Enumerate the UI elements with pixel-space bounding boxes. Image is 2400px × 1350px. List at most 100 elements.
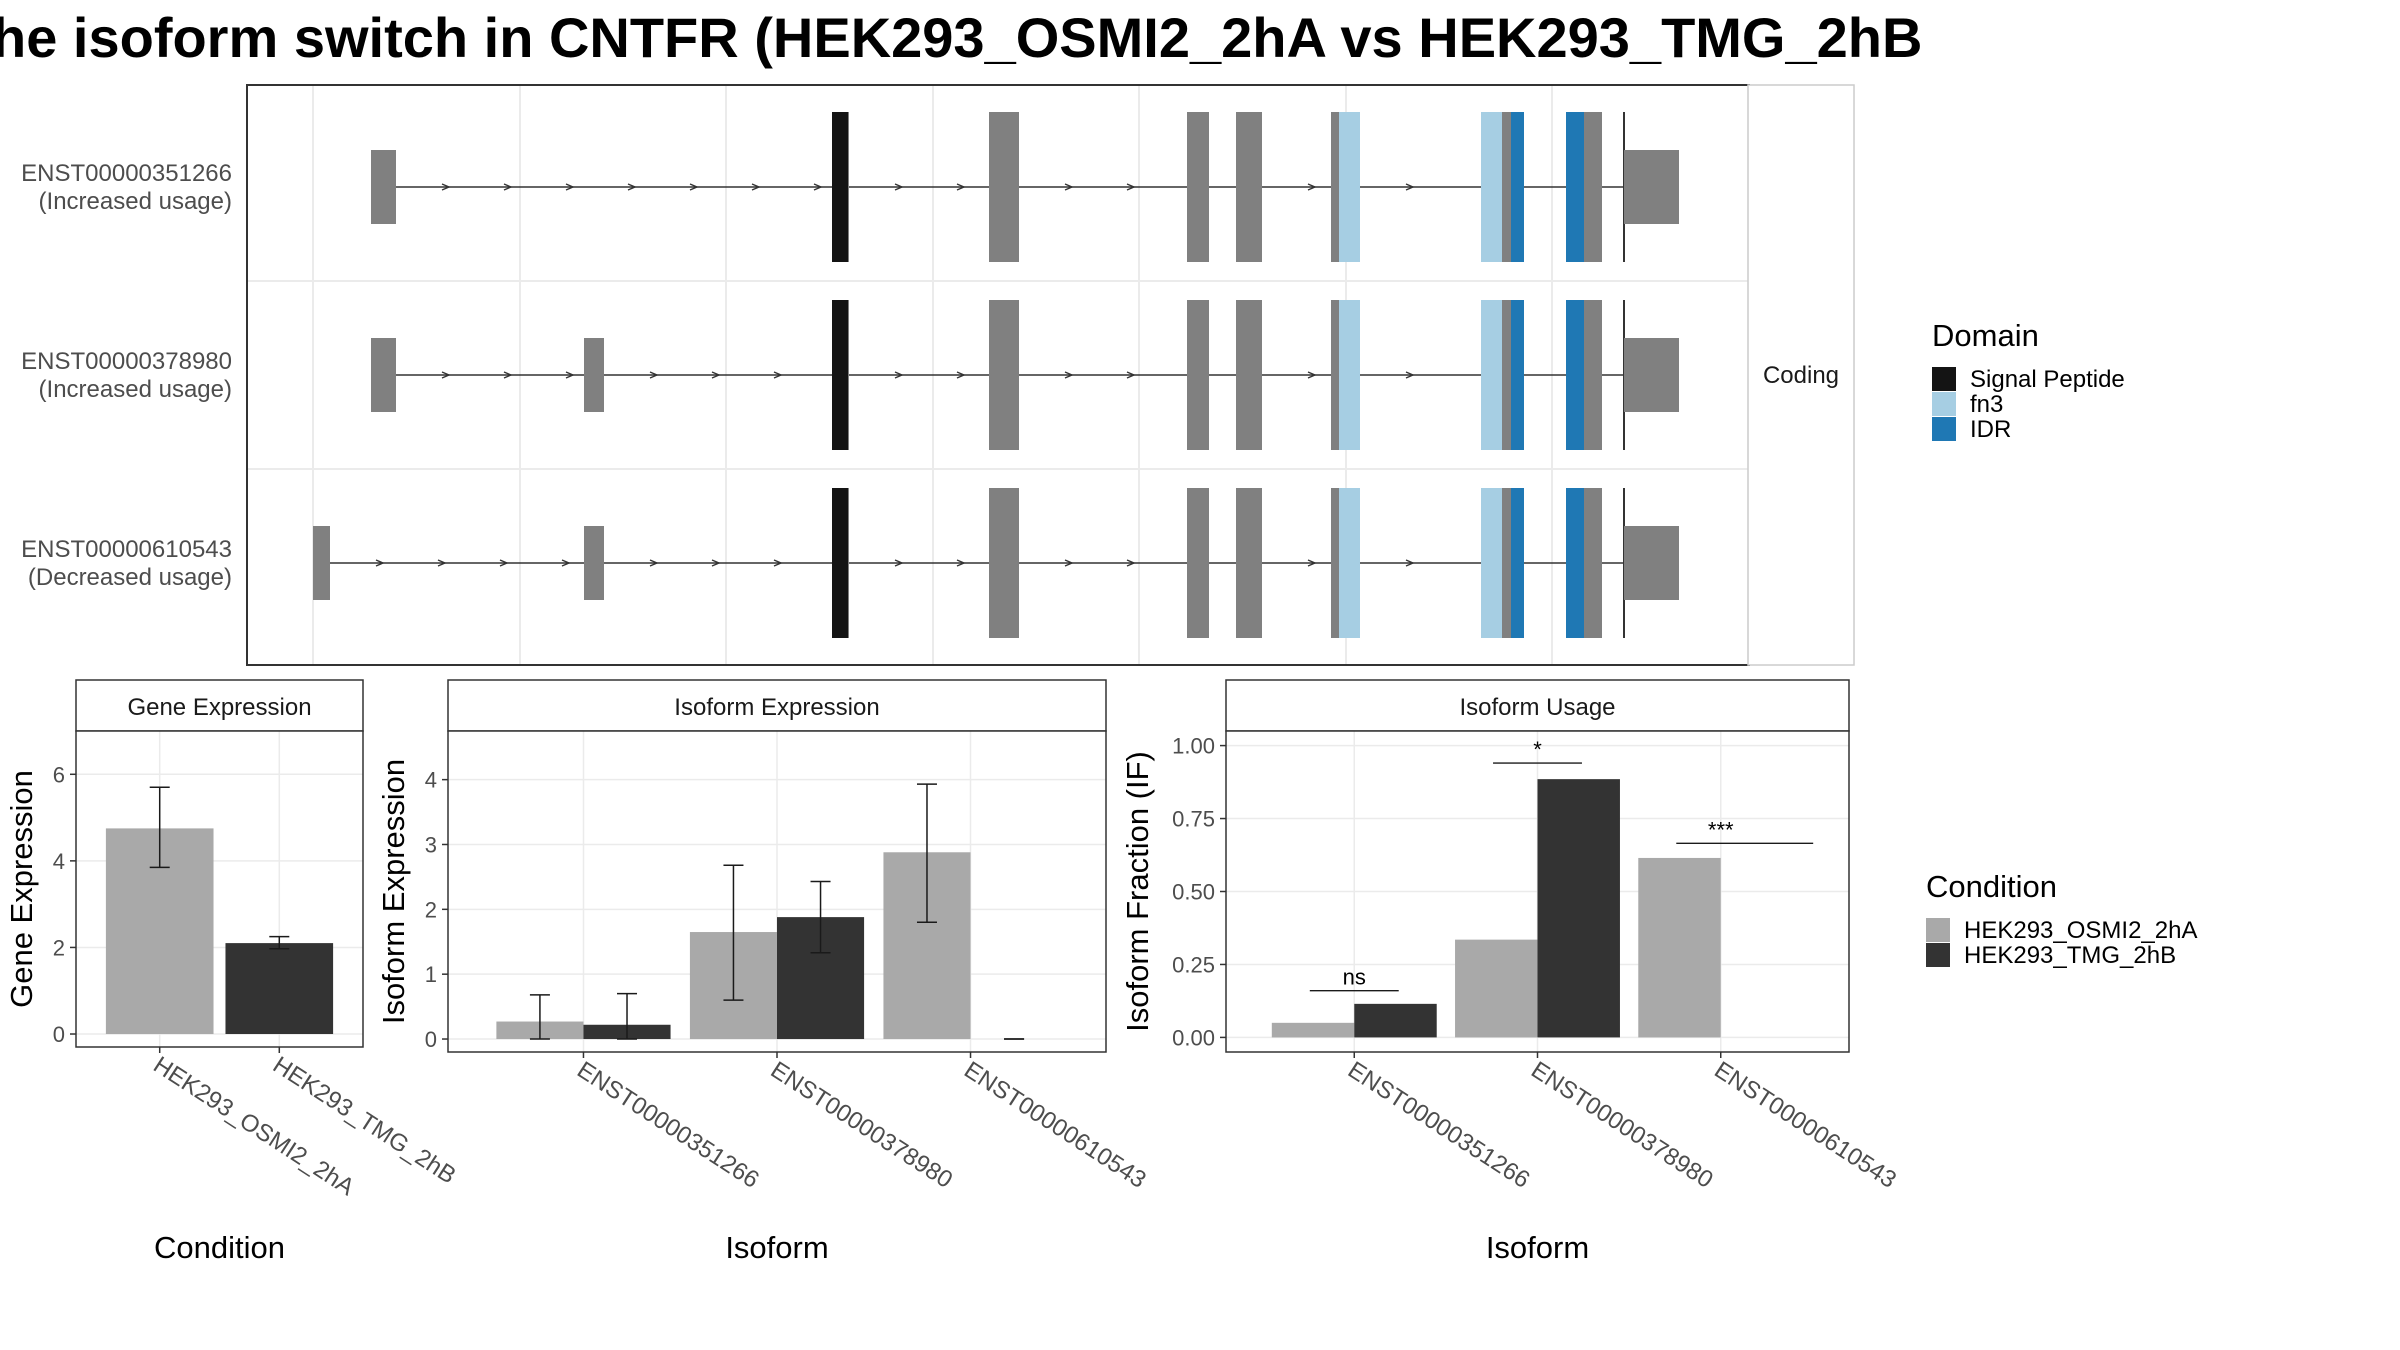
coding-exon [1187,300,1209,450]
x-tick-label: ENST00000351266 [1343,1056,1535,1193]
transcript-usage-label: (Increased usage) [39,376,232,403]
domain-legend-swatch [1932,417,1956,441]
coding-exon [1236,300,1262,450]
coding-exon [1187,112,1209,262]
intron-direction-arrow [1126,371,1136,379]
intron-direction-arrow [503,183,513,191]
idr-domain [1566,300,1584,450]
transcript-id-label: ENST00000610543 [21,536,232,563]
idr-domain [1566,488,1584,638]
coding-exon [989,112,1019,262]
intron-direction-arrow [711,371,721,379]
y-axis-title: Isoform Expression [376,759,411,1024]
coding-strip-label: Coding [1763,362,1839,389]
domain-legend-title: Domain [1932,318,2039,353]
intron-direction-arrow [649,371,659,379]
intron-direction-arrow [627,183,637,191]
x-axis-title: Isoform [725,1230,828,1265]
intron-direction-arrow [751,183,761,191]
bar [1271,1022,1355,1038]
significance-label: * [1533,737,1542,762]
intron-direction-arrow [649,559,659,567]
y-tick-label: 1.00 [1172,734,1215,759]
y-tick-label: 0 [425,1027,437,1052]
transcript-usage-label: (Increased usage) [39,188,232,215]
y-tick-label: 2 [425,897,437,922]
significance-label: *** [1708,817,1734,842]
facet-strip [447,679,1107,732]
intron-direction-arrow [1064,371,1074,379]
intron-direction-arrow [894,559,904,567]
intron-direction-arrow [894,183,904,191]
intron-direction-arrow [503,371,513,379]
intron-direction-arrow [1405,559,1415,567]
x-axis-title: Condition [154,1230,285,1265]
y-axis-title: Isoform Fraction (IF) [1120,751,1155,1032]
y-tick-label: 1 [425,962,437,987]
intron-direction-arrow [1405,371,1415,379]
y-tick-label: 0.25 [1172,952,1215,977]
intron-direction-arrow [773,559,783,567]
y-tick-label: 4 [53,849,65,874]
intron-direction-arrow [375,559,385,567]
coding-exon [1236,112,1262,262]
bar [1537,779,1620,1038]
utr-exon [1624,338,1679,412]
signal-peptide-domain [832,488,848,638]
coding-exon [989,300,1019,450]
coding-strip: Coding [1747,84,1855,666]
transcript-structure-panel [246,84,1750,666]
idr-domain [1511,300,1524,450]
transcript-row [371,300,1679,450]
condition-legend-label: HEK293_OSMI2_2hA [1964,917,2197,944]
bar [1455,939,1538,1038]
intron-direction-arrow [1405,183,1415,191]
utr-exon [371,338,396,412]
domain-legend-label: Signal Peptide [1970,366,2125,393]
transcript-id-label: ENST00000351266 [21,160,232,187]
transcript-labels: ENST00000351266(Increased usage)ENST0000… [21,160,232,591]
intron-direction-arrow [1126,559,1136,567]
condition-legend-label: HEK293_TMG_2hB [1964,942,2176,969]
transcript-usage-label: (Decreased usage) [28,564,232,591]
facet-strip-title: Isoform Expression [674,694,879,721]
utr-exon [1624,526,1679,600]
y-tick-label: 0.75 [1172,807,1215,832]
intron-direction-arrow [956,559,966,567]
idr-domain [1511,112,1524,262]
coding-exon [989,488,1019,638]
y-tick-label: 0 [53,1022,65,1047]
signal-peptide-domain [832,112,848,262]
fn3-domain [1481,112,1502,262]
isoform-usage-chart: Isoform Usage0.000.250.500.751.00ns****E… [1120,679,1901,1265]
transcript-row [371,112,1679,262]
facet-strip-title: Isoform Usage [1459,694,1615,721]
y-tick-label: 6 [53,762,65,787]
y-tick-label: 4 [425,768,437,793]
x-tick-label: HEK293_OSMI2_2hA [148,1051,359,1201]
x-tick-label: ENST00000378980 [766,1056,958,1193]
domain-legend-swatch [1932,392,1956,416]
condition-legend-swatch [1926,943,1950,967]
y-tick-label: 0.00 [1172,1025,1215,1050]
facet-strip-title: Gene Expression [127,694,311,721]
intron-direction-arrow [1064,183,1074,191]
fn3-domain [1339,300,1360,450]
fn3-domain [1481,300,1502,450]
intron-direction-arrow [499,559,509,567]
intron-direction-arrow [711,559,721,567]
intron-direction-arrow [1307,183,1317,191]
x-tick-label: ENST00000610543 [1709,1056,1901,1193]
y-tick-label: 3 [425,832,437,857]
intron-direction-arrow [773,371,783,379]
intron-direction-arrow [813,183,823,191]
coding-exon [1187,488,1209,638]
bar [1638,857,1721,1038]
intron-direction-arrow [565,183,575,191]
intron-direction-arrow [437,559,447,567]
utr-exon [313,526,330,600]
signal-peptide-domain [832,300,848,450]
